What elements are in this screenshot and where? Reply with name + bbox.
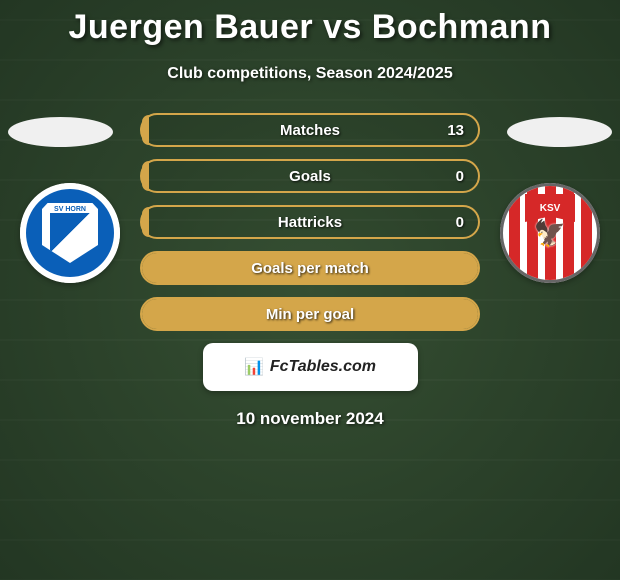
chart-icon: 📊 <box>244 357 264 377</box>
subtitle: Club competitions, Season 2024/2025 <box>0 65 620 83</box>
stat-row: Goals0 <box>140 159 480 193</box>
stat-row: Matches13 <box>140 113 480 147</box>
stat-value-right: 0 <box>456 214 464 231</box>
shield-accent-icon <box>50 213 90 253</box>
club-left-name: SV HORN <box>54 206 86 213</box>
stat-label: Goals per match <box>142 260 478 277</box>
club-logo-left-inner: SV HORN <box>20 183 120 283</box>
watermark-text: FcTables.com <box>270 358 376 376</box>
club-logo-right: KSV 🦅 <box>500 183 600 283</box>
stripe-icon <box>509 186 520 280</box>
stat-label: Matches <box>142 122 478 139</box>
stat-value-right: 0 <box>456 168 464 185</box>
stat-label: Hattricks <box>142 214 478 231</box>
comparison-area: SV HORN KSV 🦅 Matches13Goals0Hattricks0G… <box>0 113 620 331</box>
stat-row: Hattricks0 <box>140 205 480 239</box>
player-right-avatar <box>507 117 612 147</box>
stripe-icon <box>581 186 592 280</box>
stat-row: Min per goal <box>140 297 480 331</box>
watermark: 📊 FcTables.com <box>203 343 418 391</box>
stat-label: Min per goal <box>142 306 478 323</box>
shield-icon: SV HORN <box>42 203 98 263</box>
date: 10 november 2024 <box>0 409 620 429</box>
club-logo-left: SV HORN <box>20 183 120 283</box>
player-left-avatar <box>8 117 113 147</box>
page-title: Juergen Bauer vs Bochmann <box>0 0 620 47</box>
stat-row: Goals per match <box>140 251 480 285</box>
stat-value-right: 13 <box>447 122 464 139</box>
club-logo-right-inner: KSV 🦅 <box>500 183 600 283</box>
eagle-icon: 🦅 <box>534 218 566 249</box>
stat-label: Goals <box>142 168 478 185</box>
stat-rows: Matches13Goals0Hattricks0Goals per match… <box>140 113 480 331</box>
